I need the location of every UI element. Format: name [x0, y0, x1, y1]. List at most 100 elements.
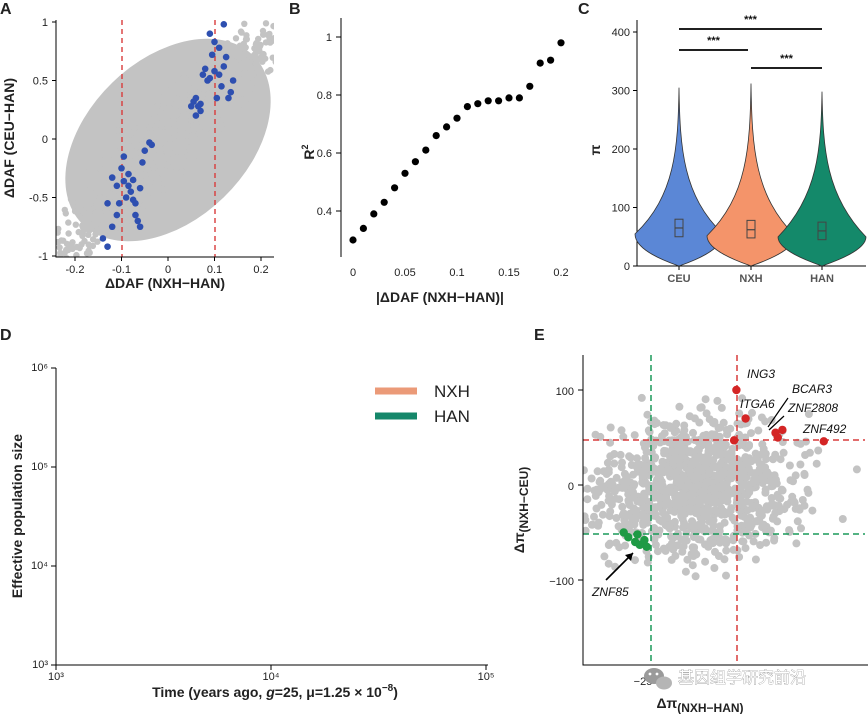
highlight-point — [120, 177, 128, 185]
background-point — [583, 466, 588, 475]
background-point — [761, 488, 770, 497]
data-point — [443, 123, 451, 131]
red-point — [741, 414, 750, 423]
background-point — [718, 496, 726, 505]
background-point — [189, 164, 196, 172]
background-point — [239, 96, 246, 103]
highlight-point — [218, 83, 225, 90]
red-point — [729, 436, 739, 445]
background-point — [640, 468, 649, 477]
background-point — [688, 543, 697, 552]
background-point — [39, 291, 45, 297]
green-point — [640, 535, 649, 545]
background-point — [664, 465, 673, 474]
background-point — [150, 193, 157, 201]
background-point — [127, 118, 135, 125]
background-point — [278, 25, 284, 31]
x-tick-label: NXH — [739, 273, 762, 285]
background-point — [43, 271, 49, 277]
background-point — [606, 423, 615, 432]
background-point — [101, 168, 108, 175]
y-tick-label: 10⁶ — [31, 362, 48, 374]
y-tick-label: −100 — [549, 576, 574, 588]
background-point — [710, 419, 719, 428]
background-point — [73, 243, 81, 251]
panel-a-plot — [12, 20, 284, 297]
background-point — [681, 567, 690, 576]
background-point — [56, 258, 62, 264]
background-point — [259, 98, 266, 105]
y-tick-label: 300 — [612, 86, 630, 98]
background-point — [640, 492, 649, 501]
background-point — [762, 455, 771, 464]
background-point — [37, 262, 43, 268]
background-point — [131, 124, 138, 132]
annotation-label: ZNF492 — [802, 422, 847, 436]
background-point — [798, 496, 807, 504]
background-point — [207, 61, 214, 69]
x-tick-label: -0.2 — [66, 264, 85, 276]
background-point — [672, 468, 681, 477]
background-point — [56, 238, 62, 246]
y-tick-label: 0.4 — [317, 206, 332, 218]
background-point — [639, 518, 647, 527]
highlight-point — [118, 164, 125, 172]
background-point — [38, 266, 44, 272]
data-point — [474, 100, 482, 108]
background-point — [720, 507, 728, 516]
background-point — [137, 166, 145, 173]
background-point — [84, 191, 91, 198]
highlight-point — [199, 71, 207, 78]
background-point — [145, 124, 153, 131]
background-point — [259, 27, 267, 35]
panel-e-xlabel: Δπ(NXH−HAN) — [656, 695, 743, 714]
panel-b-ticks: 0.4 0.6 0.8 1 0 0.05 0.1 0.15 0.2 — [317, 32, 569, 279]
y-tick-label: 0 — [568, 481, 574, 493]
background-point — [765, 528, 774, 537]
background-point — [231, 59, 238, 66]
background-point — [238, 44, 246, 51]
background-point — [624, 498, 633, 507]
background-point — [792, 539, 801, 548]
data-point — [391, 184, 399, 192]
background-point — [109, 206, 117, 213]
highlight-point — [113, 182, 121, 190]
x-tick-label: 0.1 — [207, 264, 222, 276]
background-point — [689, 428, 697, 437]
background-point — [630, 431, 639, 440]
background-point — [616, 450, 625, 459]
annotation-label: ZNF85 — [591, 585, 629, 599]
background-point — [745, 441, 754, 449]
background-point — [156, 141, 163, 149]
background-point — [714, 464, 723, 473]
background-point — [808, 506, 817, 515]
background-point — [199, 118, 206, 126]
highlight-point — [134, 217, 142, 225]
background-point — [225, 70, 232, 77]
background-point — [661, 546, 670, 555]
highlight-point — [201, 65, 209, 73]
background-point — [599, 467, 608, 476]
background-point — [643, 410, 652, 419]
background-point — [95, 206, 102, 213]
highlight-point — [104, 200, 111, 207]
significance-label: *** — [780, 53, 794, 65]
background-points — [583, 393, 861, 581]
background-point — [12, 271, 18, 277]
background-point — [247, 63, 254, 70]
background-point — [241, 69, 248, 76]
background-point — [208, 130, 215, 137]
background-point — [241, 20, 248, 27]
background-point — [619, 432, 628, 441]
background-point — [610, 459, 619, 468]
background-point — [195, 56, 202, 64]
background-point — [790, 498, 799, 507]
background-point — [30, 264, 36, 270]
background-point — [83, 250, 91, 257]
green-point — [633, 530, 642, 539]
data-point — [505, 94, 513, 102]
panel-a: A -0.2 -0.1 0 0.1 0.2 -1 -0.5 0 0.5 1 ΔDAF (NXH−… — [0, 1, 284, 297]
background-point — [627, 514, 636, 523]
y-tick-label: 200 — [612, 144, 630, 156]
x-tick-label: 10³ — [48, 671, 64, 683]
